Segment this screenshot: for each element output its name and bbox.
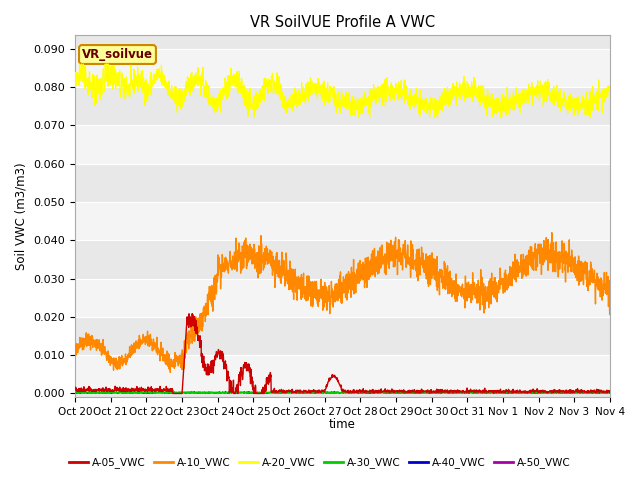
Legend: A-05_VWC, A-10_VWC, A-20_VWC, A-30_VWC, A-40_VWC, A-50_VWC: A-05_VWC, A-10_VWC, A-20_VWC, A-30_VWC, …: [65, 453, 575, 472]
Bar: [75, 202, 610, 240]
Bar: [75, 355, 610, 394]
Title: VR SoilVUE Profile A VWC: VR SoilVUE Profile A VWC: [250, 15, 435, 30]
Y-axis label: Soil VWC (m3/m3): Soil VWC (m3/m3): [15, 163, 28, 270]
Text: VR_soilvue: VR_soilvue: [82, 48, 153, 61]
X-axis label: time: time: [329, 419, 356, 432]
Bar: [75, 278, 610, 317]
Bar: [75, 125, 610, 164]
Bar: [75, 49, 610, 87]
